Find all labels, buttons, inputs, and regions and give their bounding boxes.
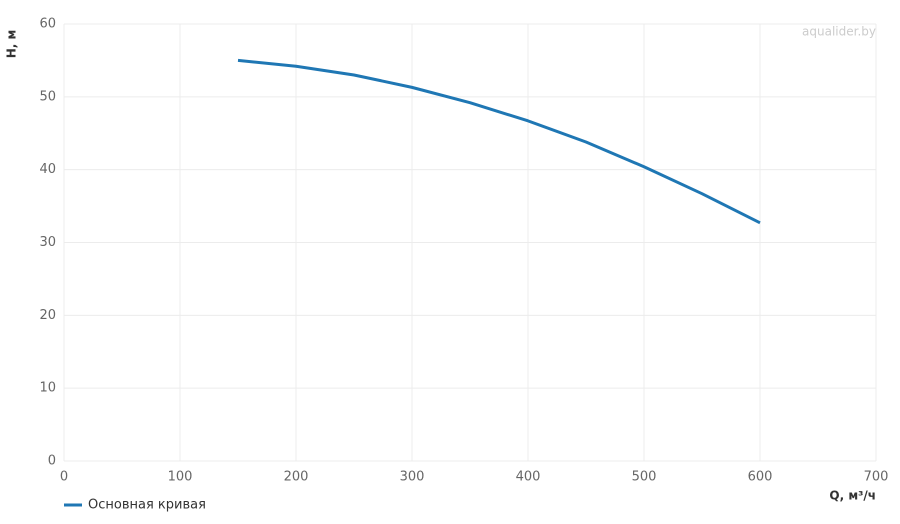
y-tick-label: 50 bbox=[39, 89, 56, 104]
legend-label: Основная кривая bbox=[88, 498, 206, 513]
y-tick-label: 30 bbox=[39, 235, 56, 250]
x-axis-label: Q, м³/ч bbox=[829, 489, 876, 503]
x-tick-label: 600 bbox=[748, 470, 773, 485]
x-tick-label: 300 bbox=[400, 470, 425, 485]
x-tick-label: 200 bbox=[284, 470, 309, 485]
y-axis-label: H, м bbox=[5, 30, 19, 59]
y-tick-label: 0 bbox=[48, 454, 56, 469]
y-tick-label: 40 bbox=[39, 162, 56, 177]
x-tick-label: 100 bbox=[168, 470, 193, 485]
y-tick-label: 10 bbox=[39, 381, 56, 396]
x-tick-label: 0 bbox=[60, 470, 68, 485]
y-tick-label: 20 bbox=[39, 308, 56, 323]
x-tick-label: 500 bbox=[632, 470, 657, 485]
x-tick-label: 400 bbox=[516, 470, 541, 485]
x-tick-label: 700 bbox=[864, 470, 889, 485]
y-tick-label: 60 bbox=[39, 17, 56, 32]
line-series bbox=[237, 58, 761, 225]
watermark: aqualider.by bbox=[802, 25, 876, 39]
